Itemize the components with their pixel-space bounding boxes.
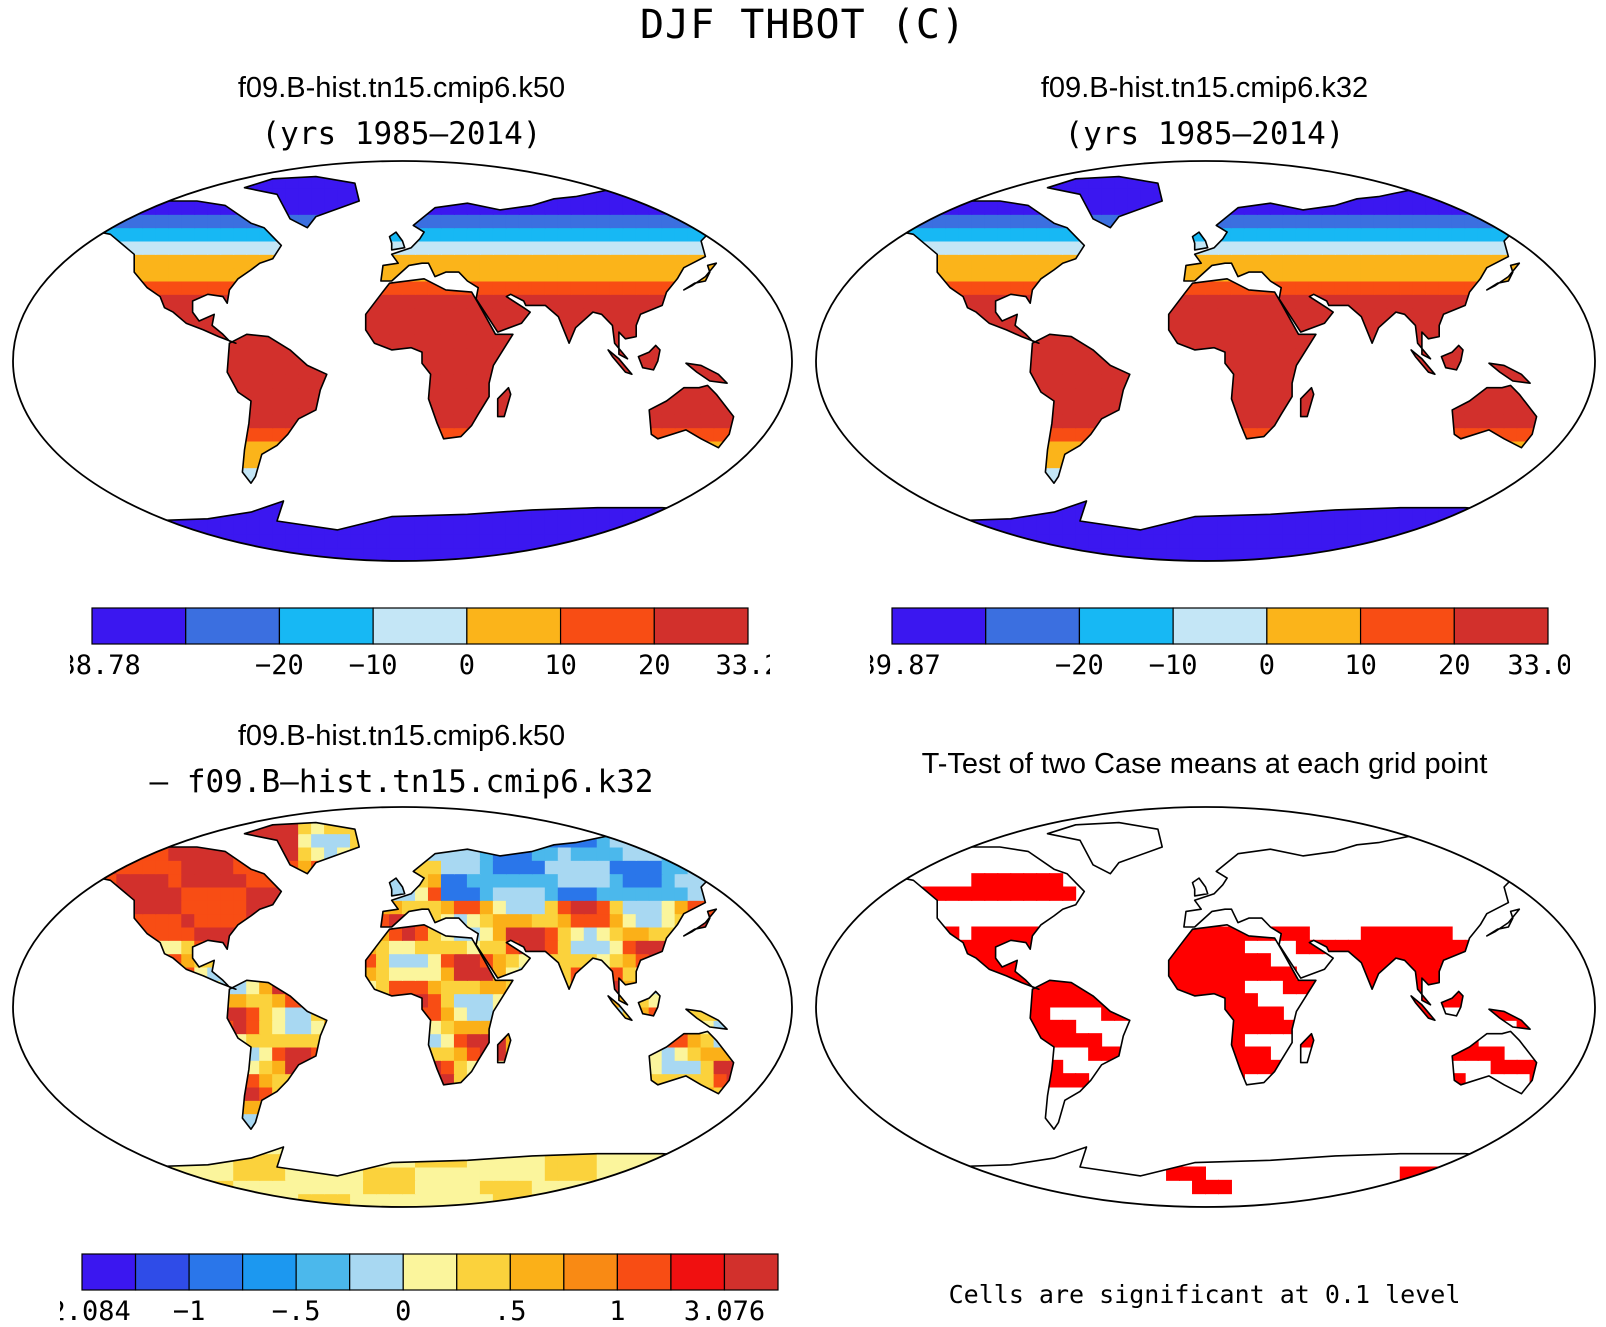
colorbar-swatch [466, 607, 562, 645]
colorbar-tick-label: 33.01 [1507, 650, 1570, 681]
colorbar-tick-label: 3.076 [684, 1296, 765, 1327]
colorbar-swatch [134, 1253, 190, 1291]
colorbar-swatch [188, 1253, 244, 1291]
land-fill [816, 176, 1595, 561]
land-fill [13, 176, 792, 561]
colorbar-tick-label: −38.78 [70, 650, 141, 681]
colorbar-tick-label: −2.084 [60, 1296, 131, 1327]
colorbar-swatch [563, 1253, 618, 1291]
colorbar-tick-label: −39.87 [870, 650, 941, 681]
map-border [12, 806, 793, 1208]
colorbar-swatch [185, 607, 281, 645]
colorbar-swatch [1359, 607, 1455, 645]
colorbar-2: −39.87 −20 −10 0 10 20 33.01 [870, 607, 1570, 681]
colorbar-tick-label: −10 [349, 650, 398, 681]
colorbar-tick-label: 1 [609, 1296, 625, 1327]
colorbar-swatch [509, 1253, 565, 1291]
panel-3-subtitle: — f09.B—hist.tn15.cmip6.k32 [149, 764, 654, 800]
panel-1-title: f09.B-hist.tn15.cmip6.k50 [237, 72, 566, 104]
land-fill [13, 822, 792, 1207]
colorbar-swatch [670, 1253, 726, 1291]
colorbar-swatch [559, 607, 655, 645]
colorbar-tick-label: −.5 [272, 1296, 321, 1327]
panel-1-subtitle: (yrs 1985—2014) [261, 116, 542, 152]
colorbar-swatch [402, 1253, 458, 1291]
map-panel-3 [12, 806, 793, 1208]
colorbar-swatch [295, 1253, 351, 1291]
colorbar-tick-label: 10 [1344, 650, 1377, 681]
colorbar-tick-label: 10 [544, 650, 577, 681]
colorbar-swatch [1078, 607, 1174, 645]
colorbar-tick-label: 20 [1438, 650, 1471, 681]
map-border [815, 806, 1596, 1208]
colorbar-swatch [372, 607, 468, 645]
colorbar-tick-label: −20 [255, 650, 304, 681]
colorbar-swatch [91, 607, 187, 645]
colorbar-tick-label: .5 [494, 1296, 527, 1327]
colorbar-swatch [278, 607, 374, 645]
coastlines [13, 821, 792, 1207]
panel-2-subtitle: (yrs 1985—2014) [1064, 116, 1345, 152]
colorbar-tick-label: −10 [1149, 650, 1198, 681]
map-border [815, 160, 1596, 562]
map-border [12, 160, 793, 562]
colorbar-3: −2.084 −1 −.5 0 .5 1 3.076 [60, 1253, 779, 1327]
coastlines [13, 175, 792, 561]
map-panel-2 [815, 160, 1596, 562]
colorbar-tick-label: 0 [395, 1296, 411, 1327]
coastlines [816, 821, 1595, 1207]
colorbar-swatch [891, 607, 987, 645]
figure-title: DJF THBOT (C) [639, 2, 967, 48]
colorbar-swatch [985, 607, 1081, 645]
colorbar-swatch [349, 1253, 404, 1291]
colorbar-swatch [242, 1253, 297, 1291]
colorbar-swatch [1453, 607, 1549, 645]
colorbar-swatch [653, 607, 749, 645]
colorbar-tick-label: 33.2 [715, 650, 770, 681]
map-panel-4 [815, 806, 1596, 1208]
colorbar-swatch [723, 1253, 779, 1291]
colorbar-tick-label: −1 [173, 1296, 206, 1327]
colorbar-swatch [1172, 607, 1268, 645]
significance-note: Cells are significant at 0.1 level [948, 1280, 1461, 1309]
colorbar-tick-label: 20 [638, 650, 671, 681]
colorbar-swatch [616, 1253, 672, 1291]
panel-3-title: f09.B-hist.tn15.cmip6.k50 [237, 720, 566, 752]
colorbar-tick-label: −20 [1055, 650, 1104, 681]
colorbar-swatch [456, 1253, 511, 1291]
colorbar-swatch [1266, 607, 1362, 645]
map-panel-1 [12, 160, 793, 562]
panel-2-title: f09.B-hist.tn15.cmip6.k32 [1040, 72, 1369, 104]
colorbar-tick-label: 0 [459, 650, 475, 681]
colorbar-1: −38.78 −20 −10 0 10 20 33.2 [70, 607, 770, 681]
colorbar-tick-label: 0 [1259, 650, 1275, 681]
colorbar-swatch [81, 1253, 137, 1291]
panel-4-title: T-Test of two Case means at each grid po… [921, 748, 1488, 780]
